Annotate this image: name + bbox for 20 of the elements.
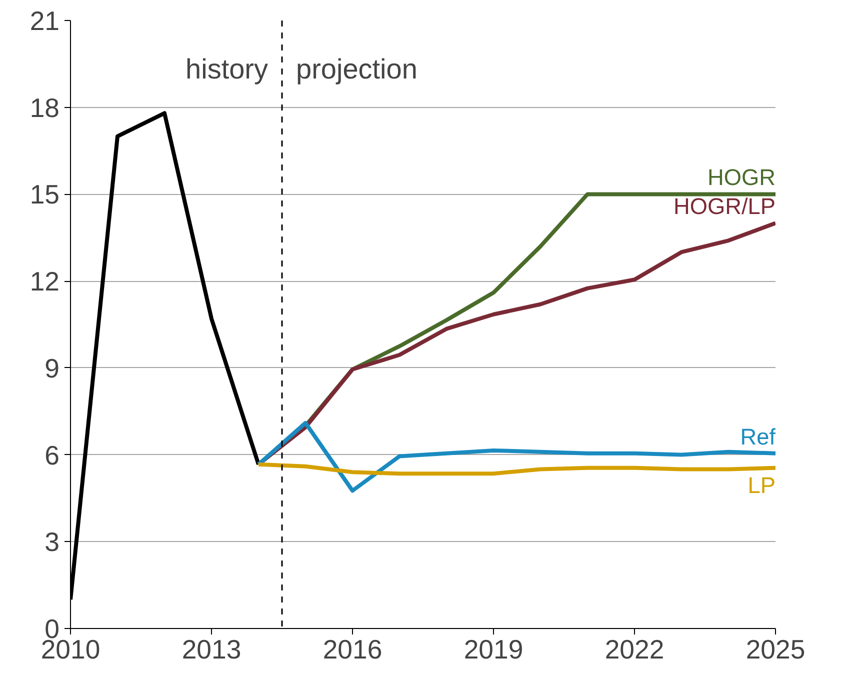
x-tick-label: 2022 — [604, 634, 664, 664]
x-tick-label: 2013 — [182, 634, 242, 664]
y-tick-label: 12 — [30, 266, 60, 297]
series-label: Ref — [740, 423, 776, 450]
series-label: LP — [748, 472, 776, 498]
series-label: HOGR — [708, 164, 776, 190]
y-tick-label: 18 — [30, 92, 60, 123]
line-series — [256, 420, 776, 493]
x-tick-label: 2016 — [322, 634, 382, 664]
y-tick-label: 3 — [44, 527, 60, 558]
y-tick-label: 15 — [30, 180, 60, 210]
x-tick-label: 2019 — [464, 634, 524, 664]
y-tick-label: 9 — [44, 353, 60, 384]
annotation: history — [186, 54, 268, 85]
y-tick-label: 21 — [30, 6, 60, 36]
series-label: HOGR/LP — [674, 193, 776, 220]
annotation: projection — [296, 54, 418, 85]
x-tick-label: 2025 — [746, 634, 806, 664]
line-series — [256, 462, 776, 476]
y-tick-label: 6 — [44, 440, 60, 470]
